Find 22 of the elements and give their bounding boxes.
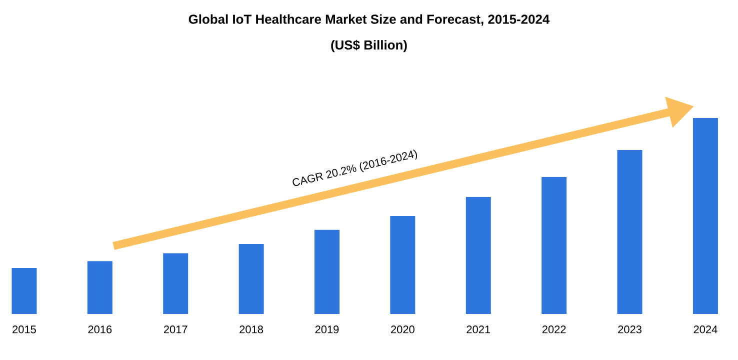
x-tick-label: 2022 [542, 326, 566, 334]
bar [12, 268, 37, 314]
bar [390, 216, 416, 314]
chart-subtitle: (US$ Billion) [331, 40, 407, 52]
bar [87, 261, 112, 314]
bar [466, 196, 491, 314]
x-tick-label: 2021 [466, 326, 490, 334]
x-tick-label: 2020 [391, 326, 414, 334]
x-tick-label: 2017 [164, 326, 188, 334]
x-tick-label: 2024 [694, 326, 718, 334]
x-tick-label: 2016 [88, 326, 112, 334]
bar [617, 150, 642, 314]
chart-title: Global IoT Healthcare Market Size and Forecast, 2015-2024 [188, 14, 550, 26]
bar [692, 118, 718, 314]
x-tick-label: 2019 [315, 326, 339, 334]
bar [314, 230, 340, 314]
bar [163, 253, 188, 314]
bar [238, 244, 264, 314]
bar [542, 176, 567, 314]
x-tick-label: 2023 [618, 326, 642, 334]
x-tick-label: 2018 [240, 326, 263, 334]
x-tick-label: 2015 [12, 326, 36, 334]
